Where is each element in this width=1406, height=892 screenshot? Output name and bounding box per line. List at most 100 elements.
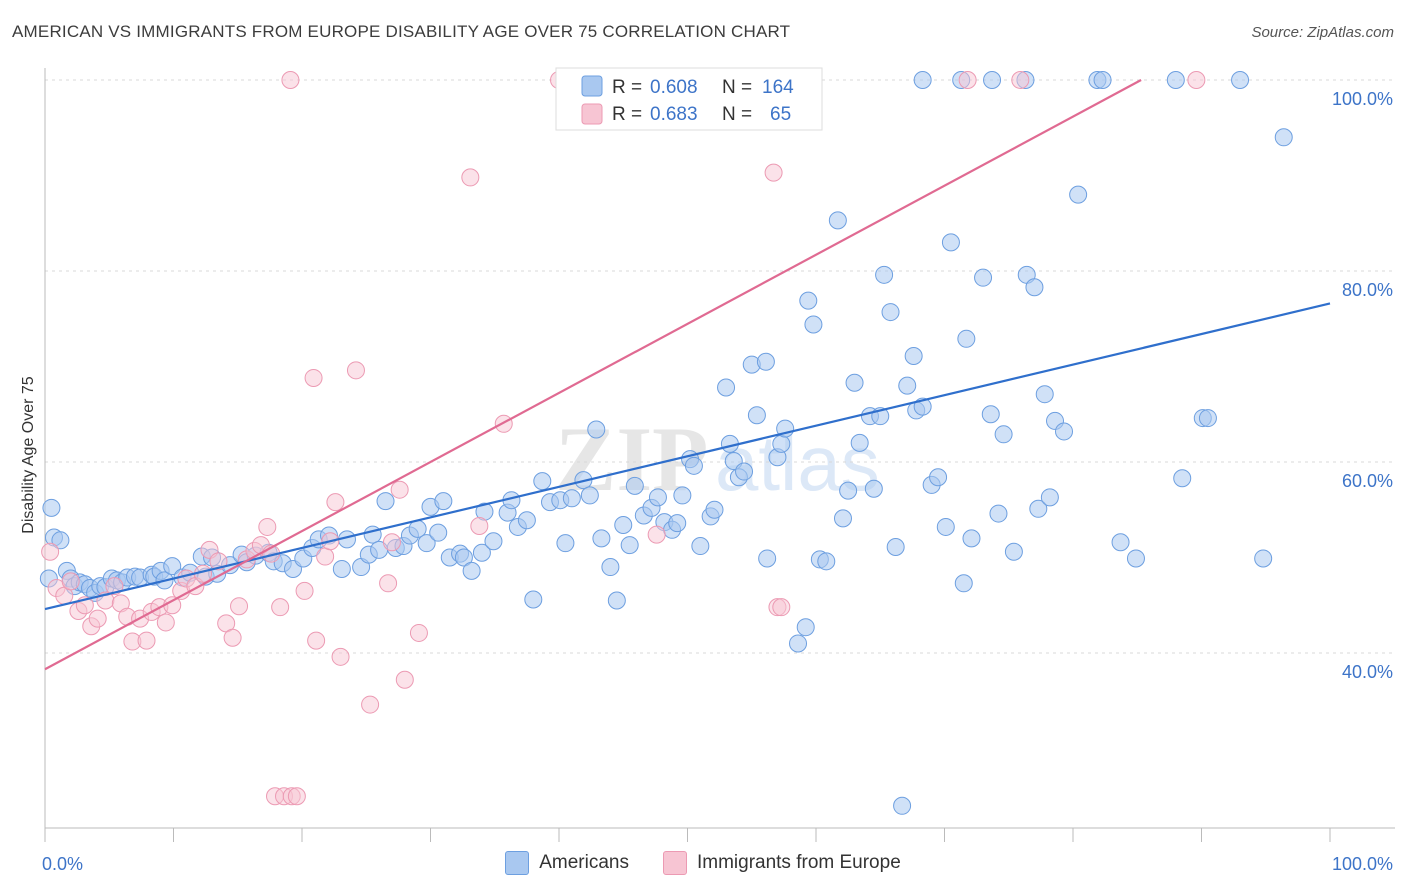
americans-point: [845, 373, 864, 392]
americans-point: [981, 405, 1000, 424]
immigrants-point: [209, 552, 228, 571]
immigrants-point: [295, 581, 314, 600]
americans-point: [789, 634, 808, 653]
americans-point: [332, 559, 351, 578]
americans-point: [1025, 278, 1044, 297]
stats-r-value-americans: 0.608: [650, 77, 698, 98]
y-tick-label-0: 40.0%: [1342, 662, 1393, 682]
americans-point: [936, 517, 955, 536]
immigrants-point: [88, 609, 107, 628]
americans-point: [42, 498, 61, 517]
immigrants-point: [326, 493, 345, 512]
americans-point: [417, 534, 436, 553]
americans-point: [962, 529, 981, 548]
stats-legend: R = 0.608 N = 164 R = 0.683 N = 65: [555, 67, 823, 131]
stats-n-label-americans: N =: [722, 77, 752, 98]
stats-n-value-immigrants: 65: [770, 104, 791, 125]
immigrants-point: [395, 670, 414, 689]
americans-point: [839, 481, 858, 500]
y-tick-label-1: 60.0%: [1342, 471, 1393, 491]
americans-point: [954, 574, 973, 593]
americans-point: [717, 378, 736, 397]
americans-point: [1093, 71, 1112, 89]
americans-point: [758, 549, 777, 568]
immigrants-point: [271, 598, 290, 617]
americans-point: [1040, 488, 1059, 507]
americans-point: [625, 476, 644, 495]
immigrants-point: [331, 647, 350, 666]
americans-point: [1254, 549, 1273, 568]
americans-point: [957, 329, 976, 348]
americans-point: [1069, 185, 1088, 204]
immigrants-point: [958, 71, 977, 89]
americans-point: [51, 531, 70, 550]
americans-point: [881, 303, 900, 322]
immigrants-trend-line: [44, 79, 1142, 671]
legend-swatch-immigrants: [662, 851, 687, 875]
americans-point: [648, 488, 667, 507]
americans-point: [1004, 542, 1023, 561]
legend-label-immigrants: Immigrants from Europe: [696, 852, 901, 873]
trend-lines: [44, 79, 1331, 671]
americans-point: [804, 315, 823, 334]
americans-point: [1274, 128, 1293, 147]
americans-point: [163, 557, 182, 576]
legend-item-immigrants[interactable]: Immigrants from Europe: [662, 851, 901, 875]
americans-point: [1111, 533, 1130, 552]
stats-r-label-americans: R =: [612, 77, 642, 98]
immigrants-point: [230, 597, 249, 616]
americans-point: [828, 211, 847, 230]
americans-point: [772, 434, 791, 453]
americans-point: [517, 511, 536, 530]
immigrants-point: [1011, 71, 1030, 89]
y-tick-labels: 40.0% 60.0% 80.0% 100.0%: [1332, 89, 1393, 682]
americans-point: [898, 376, 917, 395]
immigrants-point: [223, 628, 242, 647]
americans-point: [601, 558, 620, 577]
americans-point: [974, 268, 993, 287]
americans-point: [614, 516, 633, 535]
americans-point: [747, 406, 766, 425]
immigrants-point: [307, 631, 326, 650]
immigrants-point: [41, 542, 60, 561]
stats-r-label-immigrants: R =: [612, 104, 642, 125]
y-tick-label-3: 100.0%: [1332, 89, 1393, 109]
immigrants-point: [61, 572, 80, 591]
americans-point: [1029, 499, 1048, 518]
americans-point: [587, 420, 606, 439]
legend-item-americans[interactable]: Americans: [505, 851, 629, 875]
americans-point: [850, 433, 869, 452]
americans-point: [691, 537, 710, 556]
americans-point: [875, 265, 894, 284]
immigrants-point: [1187, 71, 1206, 89]
americans-trend-line: [44, 302, 1331, 611]
americans-point: [1166, 71, 1185, 89]
americans-point: [1198, 409, 1217, 428]
immigrants-point: [764, 163, 783, 182]
immigrants-point: [409, 623, 428, 642]
americans-point: [735, 462, 754, 481]
americans-point: [607, 591, 626, 610]
immigrants-point: [258, 517, 277, 536]
americans-point: [929, 468, 948, 487]
immigrants-point: [156, 613, 175, 632]
y-tick-label-2: 80.0%: [1342, 280, 1393, 300]
americans-point: [983, 71, 1002, 89]
legend-label-americans: Americans: [539, 852, 629, 873]
americans-point: [756, 352, 775, 371]
americans-point: [1126, 549, 1145, 568]
legend-swatch-americans: [505, 851, 530, 875]
americans-point: [941, 233, 960, 252]
immigrants-point: [105, 577, 124, 596]
americans-point: [562, 489, 581, 508]
immigrants-point: [647, 525, 666, 544]
y-axis-title: Disability Age Over 75: [20, 376, 37, 534]
source-label: Source: ZipAtlas.com: [1251, 24, 1394, 41]
americans-point: [580, 486, 599, 505]
americans-point: [1173, 469, 1192, 488]
americans-point: [904, 346, 923, 365]
americans-point: [705, 500, 724, 519]
immigrants-point: [137, 631, 156, 650]
americans-point: [799, 291, 818, 310]
americans-point: [429, 523, 448, 542]
